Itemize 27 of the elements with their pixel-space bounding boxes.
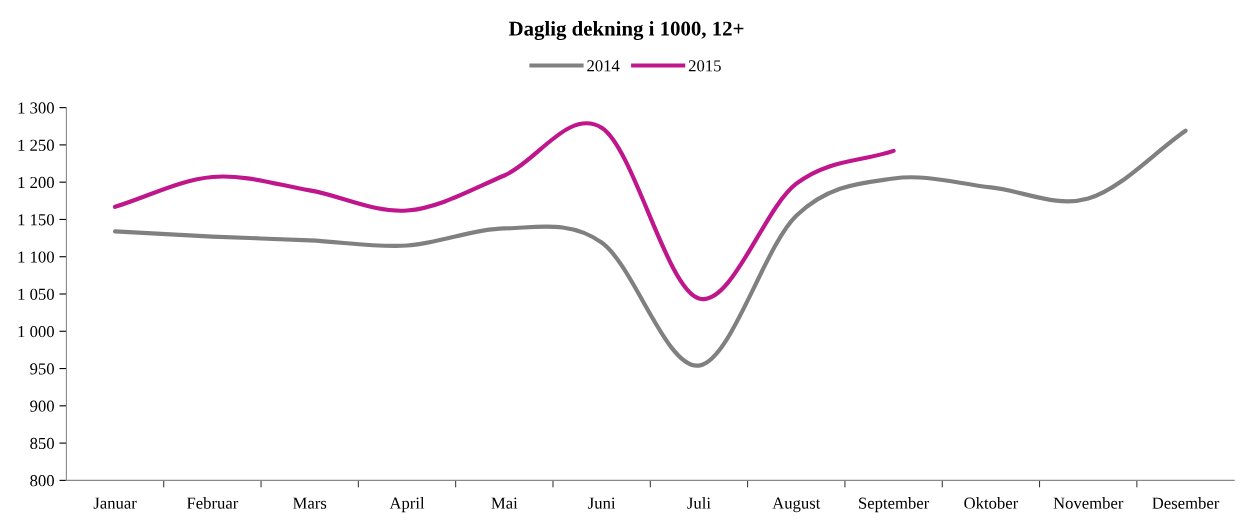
x-tick-label: Oktober xyxy=(964,497,1019,509)
x-tick-label: November xyxy=(1053,497,1124,509)
x-tick-label: April xyxy=(389,497,425,513)
x-tick-label: Januar xyxy=(93,497,137,509)
y-tick-label: 1 150 xyxy=(18,214,54,226)
legend-label: 2015 xyxy=(688,60,721,72)
y-tick-label: 950 xyxy=(30,363,54,375)
x-tick-label: September xyxy=(859,497,930,513)
y-tick-label: 1 050 xyxy=(18,288,54,300)
x-tick-label: Mars xyxy=(293,497,327,509)
y-tick-label: 1 200 xyxy=(18,176,54,189)
y-tick-label: 1 250 xyxy=(18,139,54,151)
x-tick-label: Februar xyxy=(186,497,239,509)
x-tick-label: Mai xyxy=(491,497,518,509)
x-tick-label: August xyxy=(772,497,821,513)
y-tick-label: 900 xyxy=(30,400,54,412)
chart-title: Daglig dekning i 1000, 12+ xyxy=(508,21,744,41)
line-series xyxy=(112,128,1188,368)
y-tick-label: 850 xyxy=(30,437,54,450)
y-tick-label: 1 100 xyxy=(18,251,54,263)
x-tick-label: Juni xyxy=(588,497,616,509)
y-tick-label: 800 xyxy=(30,475,54,487)
legend-label: 2014 xyxy=(587,60,620,72)
y-tick-label: 1 300 xyxy=(18,102,54,114)
x-tick-label: Juli xyxy=(687,497,711,509)
x-tick-label: Desember xyxy=(1152,497,1220,509)
y-tick-label: 1 000 xyxy=(18,325,54,338)
